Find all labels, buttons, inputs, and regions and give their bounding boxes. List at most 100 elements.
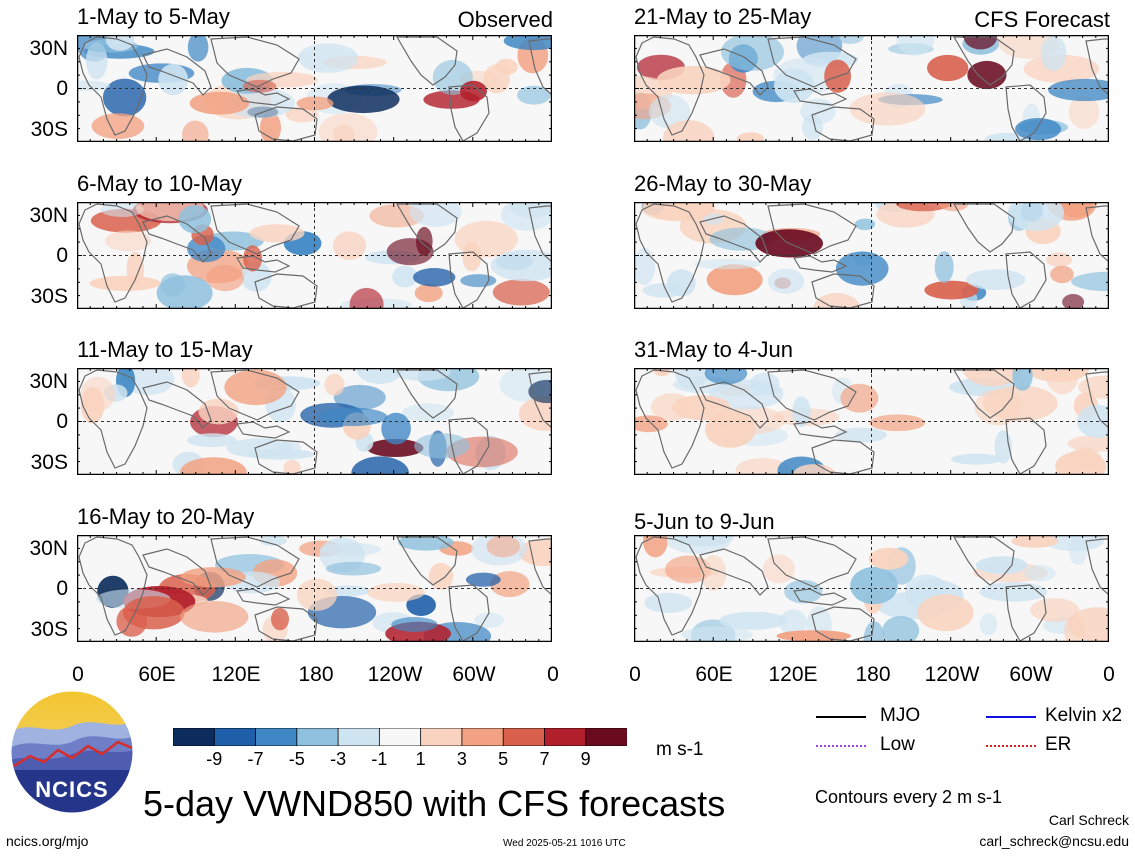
anomaly-blob (349, 287, 384, 309)
anomaly-blob (386, 238, 434, 266)
anomaly-blob (259, 535, 287, 546)
anomaly-blob (1048, 78, 1109, 102)
anomaly-blob (882, 616, 920, 642)
anomaly-blob (492, 279, 550, 306)
coastline (395, 203, 458, 253)
anomaly-blob (934, 251, 954, 283)
coastline (1005, 84, 1047, 142)
colorbar-unit: m s-1 (656, 739, 704, 760)
coastline (952, 536, 1015, 586)
anomaly-blob (206, 264, 244, 292)
coastline (1085, 538, 1109, 596)
anomaly-blob (318, 407, 388, 427)
coastline (767, 369, 857, 421)
coastline (78, 203, 148, 303)
anomaly-blob (700, 555, 727, 591)
coastline (236, 421, 291, 439)
anomaly-blob (102, 78, 147, 117)
lat-label: 30N (29, 370, 68, 393)
anomaly-blob (681, 626, 753, 642)
anomaly-blob (182, 120, 209, 142)
coastline (236, 255, 291, 273)
coastline (635, 203, 705, 303)
coastline (210, 536, 300, 588)
colorbar-swatch (172, 727, 216, 747)
legend-swatch-kelvin (986, 716, 1036, 718)
panel-title: 26-May to 30-May (634, 171, 812, 196)
anomaly-blob (198, 398, 239, 425)
anomaly-blob (634, 247, 655, 286)
legend-swatch-mjo (816, 716, 866, 718)
anomaly-blob (979, 582, 1048, 602)
anomaly-blob (324, 373, 345, 396)
anomaly-blob (180, 601, 249, 633)
anomaly-blob (983, 385, 1058, 422)
map-svg (634, 202, 1109, 309)
colorbar-swatch (544, 727, 587, 747)
coastline (78, 369, 148, 469)
colorbar-tick-label: -9 (206, 749, 223, 769)
anomaly-blob (704, 368, 748, 385)
anomaly-blob (975, 556, 1028, 575)
anomaly-blob (490, 249, 552, 282)
lon-label: 0 (72, 663, 84, 686)
map-panel (77, 368, 552, 475)
anomaly-blob (634, 415, 668, 433)
coastline (1005, 584, 1047, 642)
anomaly-blob (1077, 404, 1109, 438)
coastline (528, 38, 552, 96)
anomaly-blob (297, 43, 359, 73)
colorbar-swatch (255, 727, 298, 747)
anomaly-blob (518, 396, 552, 431)
anomaly-blob (1026, 368, 1090, 382)
colorbar-tick-label: 3 (456, 749, 467, 769)
lon-label: 60E (695, 663, 733, 686)
colorbar-tick-label: -3 (330, 749, 347, 769)
map-svg (634, 368, 1109, 475)
anomaly-blob (917, 594, 974, 632)
coastline (210, 36, 300, 88)
coastline (767, 536, 857, 588)
anomaly-blob (249, 224, 305, 243)
map-frame (77, 202, 552, 309)
anomaly-blob (320, 542, 382, 556)
figure-title: 5-day VWND850 with CFS forecasts (143, 783, 726, 824)
coastline (236, 88, 291, 106)
anomaly-blob (1050, 265, 1074, 284)
legend-label: Low (880, 734, 915, 755)
anomaly-blob (80, 386, 105, 424)
anomaly-blob (189, 91, 250, 115)
coastline (236, 588, 291, 606)
coastline (528, 538, 552, 596)
anomaly-blob (693, 258, 761, 270)
anomaly-blob (89, 275, 161, 291)
anomaly-blob (663, 120, 715, 142)
anomaly-blob (1064, 615, 1086, 642)
map-svg (634, 535, 1109, 642)
coastline (1005, 251, 1047, 309)
anomaly-blob (762, 554, 795, 584)
colorbar (172, 727, 628, 751)
anomaly-blob (121, 368, 175, 396)
anomaly-blob (792, 396, 811, 427)
legend-label: ER (1045, 734, 1072, 755)
coastline (635, 369, 705, 469)
map-frame (77, 368, 552, 475)
coastline (699, 381, 769, 429)
anomaly-blob (296, 578, 337, 611)
coastline (448, 84, 490, 142)
coastline (142, 48, 212, 96)
lat-label: 0 (56, 77, 68, 100)
coastline (254, 273, 318, 309)
lat-label: 0 (56, 244, 68, 267)
anomaly-blob (642, 202, 715, 222)
anomaly-blob (863, 621, 885, 642)
anomaly-field (634, 202, 1109, 309)
colorbar-tick-label: -5 (288, 749, 305, 769)
coastline (811, 273, 875, 309)
map-panel (77, 202, 552, 309)
anomaly-blob (414, 283, 443, 303)
anomaly-blob (381, 412, 411, 445)
anomaly-blob (180, 567, 246, 588)
coastline (142, 548, 212, 596)
